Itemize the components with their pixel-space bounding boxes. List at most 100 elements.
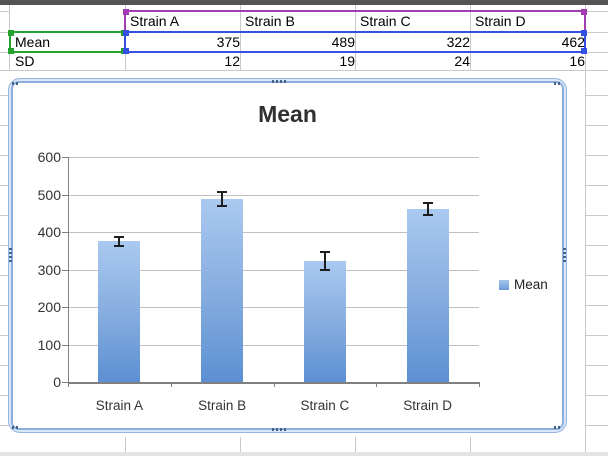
cell-mean-strain-a[interactable]: 375: [216, 34, 240, 50]
sheet-gridline: [0, 395, 9, 396]
legend-label: Mean: [514, 277, 548, 292]
chart-resize-handle-bottom-left[interactable]: [12, 426, 20, 429]
cell-mean-strain-c[interactable]: 322: [446, 34, 470, 50]
sheet-gridline: [585, 365, 608, 366]
chart-bar[interactable]: [406, 208, 449, 382]
cell-header-strain-a[interactable]: Strain A: [130, 13, 180, 29]
chart-resize-handle-top-right[interactable]: [554, 82, 562, 85]
chart-gridline: [68, 232, 479, 233]
cell-header-strain-c[interactable]: Strain C: [360, 13, 411, 29]
sheet-gridline: [585, 32, 608, 33]
x-category-label: Strain D: [403, 398, 453, 413]
sheet-gridline: [585, 5, 586, 452]
chart-legend[interactable]: Mean: [499, 277, 548, 292]
selection-handle[interactable]: [123, 30, 129, 36]
sheet-gridline: [355, 437, 356, 452]
sheet-gridline: [585, 52, 608, 53]
sheet-gridline: [0, 32, 9, 33]
chart-gridline: [68, 157, 479, 158]
x-category-label: Strain B: [198, 398, 247, 413]
y-axis-tick-label: 600: [37, 149, 61, 165]
cell-sd-strain-d[interactable]: 16: [569, 53, 585, 69]
selection-handle[interactable]: [581, 30, 587, 36]
cell-mean-strain-b[interactable]: 489: [331, 34, 355, 50]
next-row-shading: [0, 452, 608, 456]
chart-title[interactable]: Mean: [258, 101, 317, 127]
error-bar-cap-top: [114, 235, 125, 238]
y-axis-tick: [62, 269, 68, 271]
sheet-gridline: [125, 437, 126, 452]
chart-resize-handle-left[interactable]: [9, 247, 12, 262]
x-category-label: Strain A: [95, 398, 144, 413]
selection-handle[interactable]: [581, 9, 587, 15]
sheet-gridline: [0, 365, 9, 366]
selection-handle[interactable]: [123, 9, 129, 15]
sheet-gridline: [470, 5, 471, 70]
chart-object[interactable]: Mean 0 100 200 300 400 500 600 Strain A Strain B…: [8, 78, 567, 433]
cell-sd-strain-a[interactable]: 12: [224, 53, 240, 69]
sheet-gridline: [585, 125, 608, 126]
y-axis-tick-label: 300: [37, 261, 61, 278]
selection-handle[interactable]: [123, 48, 129, 54]
selection-label-cell[interactable]: [8, 30, 127, 54]
selection-handle[interactable]: [581, 48, 587, 54]
sheet-gridline: [0, 155, 9, 156]
legend-swatch-icon: [499, 279, 509, 290]
y-axis-tick: [62, 382, 68, 383]
chart-resize-handle-right[interactable]: [563, 247, 566, 262]
cell-row-label-sd[interactable]: SD: [15, 53, 35, 69]
sheet-gridline: [0, 335, 9, 336]
sheet-gridline: [585, 275, 608, 276]
y-axis-tick-label: 100: [37, 336, 61, 353]
sheet-gridline: [585, 245, 608, 246]
error-bar-cap-top: [422, 201, 433, 204]
chart-area: Mean 0 100 200 300 400 500 600 Strain A Strain B…: [11, 81, 564, 430]
cell-header-strain-b[interactable]: Strain B: [245, 13, 295, 29]
sheet-gridline: [585, 155, 608, 156]
y-axis-tick: [62, 232, 68, 233]
cell-sd-strain-c[interactable]: 24: [454, 53, 470, 69]
chart-resize-handle-top-left[interactable]: [12, 82, 20, 85]
sheet-gridline: [0, 70, 608, 71]
selection-header-range[interactable]: [123, 9, 587, 33]
error-bar-cap-bottom: [422, 213, 433, 216]
chart-bar[interactable]: [201, 198, 244, 382]
x-category-label: Strain C: [300, 398, 350, 413]
sheet-gridline: [0, 185, 9, 186]
chart-resize-handle-bottom-right[interactable]: [554, 426, 562, 429]
window-top-edge: [0, 0, 608, 5]
error-bar-cap-bottom: [217, 204, 228, 207]
cell-sd-strain-b[interactable]: 19: [339, 53, 355, 69]
sheet-gridline: [585, 305, 608, 306]
error-bar-cap-bottom: [319, 269, 330, 272]
cell-row-label-mean[interactable]: Mean: [15, 34, 51, 50]
x-axis-tick: [479, 382, 480, 387]
chart-resize-handle-top[interactable]: [272, 80, 287, 83]
y-axis-tick: [62, 157, 68, 158]
sheet-gridline: [0, 215, 9, 216]
chart-gridline: [68, 307, 479, 308]
error-bar-cap-top: [217, 190, 228, 193]
y-axis-tick: [62, 344, 68, 346]
selection-value-range[interactable]: [123, 30, 587, 54]
sheet-gridline: [585, 335, 608, 336]
selection-handle[interactable]: [8, 30, 14, 36]
error-bar-line: [323, 252, 326, 271]
chart-resize-handle-bottom[interactable]: [272, 428, 287, 431]
cell-mean-strain-d[interactable]: 462: [561, 34, 585, 50]
y-axis-tick-label: 400: [37, 224, 61, 240]
chart-bar[interactable]: [303, 261, 346, 382]
x-axis-tick: [170, 382, 172, 387]
y-axis-line: [68, 157, 69, 383]
sheet-gridline: [585, 425, 608, 426]
x-axis-tick: [273, 382, 275, 387]
sheet-gridline: [0, 425, 9, 426]
sheet-gridline: [0, 95, 9, 96]
cell-header-strain-d[interactable]: Strain D: [475, 13, 526, 29]
y-axis-tick-label: 200: [37, 299, 61, 315]
error-bar-line: [221, 191, 224, 206]
chart-gridline: [68, 269, 479, 271]
chart-bar[interactable]: [98, 241, 141, 382]
selection-handle[interactable]: [8, 48, 14, 54]
